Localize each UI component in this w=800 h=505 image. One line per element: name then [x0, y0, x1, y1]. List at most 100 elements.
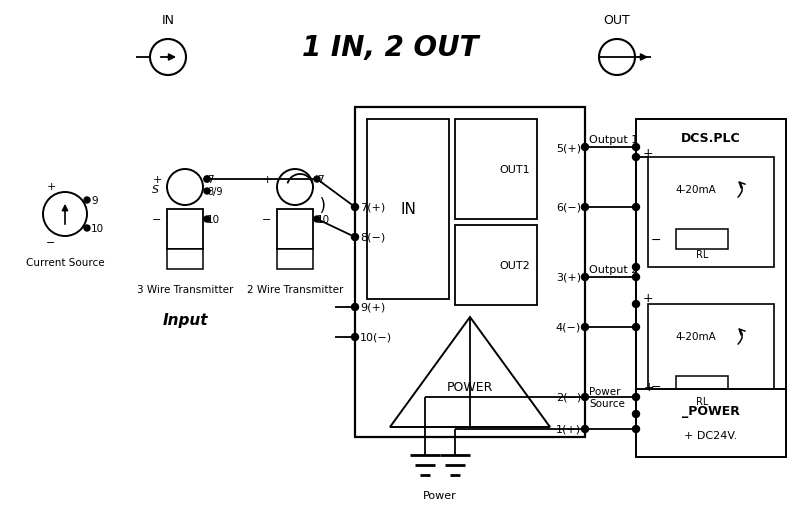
Text: IN: IN — [400, 202, 416, 217]
Circle shape — [633, 264, 639, 271]
Text: 3(+): 3(+) — [556, 273, 581, 282]
Circle shape — [351, 304, 358, 311]
Circle shape — [167, 170, 203, 206]
Text: +: + — [152, 175, 162, 185]
Text: 6(−): 6(−) — [556, 203, 581, 213]
Text: +: + — [262, 175, 272, 185]
Circle shape — [204, 177, 210, 183]
Text: Source: Source — [421, 504, 459, 505]
Text: 7(+): 7(+) — [360, 203, 386, 213]
Circle shape — [314, 217, 320, 223]
Bar — [676, 376, 728, 396]
Circle shape — [43, 192, 87, 236]
Circle shape — [582, 426, 589, 433]
Text: +: + — [454, 502, 466, 505]
Text: OUT1: OUT1 — [500, 165, 530, 175]
Circle shape — [633, 324, 639, 331]
Text: −: − — [650, 380, 662, 393]
Text: + DC24V.: + DC24V. — [684, 430, 738, 440]
Text: 8/9: 8/9 — [207, 187, 222, 196]
Text: +: + — [642, 146, 654, 159]
Text: +: + — [46, 182, 56, 191]
Bar — [648, 305, 774, 414]
Text: DCS.PLC: DCS.PLC — [681, 131, 741, 144]
Bar — [676, 230, 728, 249]
Circle shape — [633, 411, 639, 418]
Circle shape — [582, 394, 589, 400]
Text: 1(+): 1(+) — [556, 424, 581, 434]
Circle shape — [633, 274, 639, 281]
Text: 10: 10 — [91, 224, 104, 233]
Text: OUT: OUT — [604, 14, 630, 26]
Text: Input: Input — [162, 312, 208, 327]
Circle shape — [599, 40, 635, 76]
Text: 3 Wire Transmitter: 3 Wire Transmitter — [137, 284, 233, 294]
Text: 5(+): 5(+) — [556, 143, 581, 153]
Circle shape — [277, 170, 313, 206]
Text: 9: 9 — [91, 195, 98, 206]
Text: 9(+): 9(+) — [360, 302, 386, 313]
Text: −: − — [414, 502, 426, 505]
Circle shape — [633, 301, 639, 308]
Text: 10: 10 — [317, 215, 330, 225]
Bar — [167, 249, 203, 270]
Text: +: + — [644, 381, 654, 394]
Circle shape — [582, 274, 589, 281]
Text: Current Source: Current Source — [26, 258, 104, 268]
Text: +: + — [642, 291, 654, 304]
Text: 10(−): 10(−) — [360, 332, 392, 342]
Circle shape — [582, 144, 589, 151]
Circle shape — [351, 334, 358, 341]
Bar — [455, 120, 537, 220]
Circle shape — [582, 204, 589, 211]
Text: 1 IN, 2 OUT: 1 IN, 2 OUT — [302, 34, 478, 62]
Text: 8(−): 8(−) — [360, 232, 386, 242]
Circle shape — [633, 144, 639, 151]
Bar — [648, 158, 774, 268]
Text: 7: 7 — [317, 175, 324, 185]
Text: RL: RL — [696, 396, 708, 406]
Text: 2(−): 2(−) — [556, 392, 581, 402]
Text: RL: RL — [696, 249, 708, 260]
Circle shape — [633, 394, 639, 400]
Bar — [355, 108, 585, 437]
Text: S: S — [151, 185, 158, 194]
Circle shape — [314, 177, 320, 183]
Circle shape — [633, 154, 639, 161]
Text: −: − — [262, 215, 272, 225]
Text: 4-20mA: 4-20mA — [676, 185, 716, 194]
Text: −: − — [650, 233, 662, 246]
Text: 2 Wire Transmitter: 2 Wire Transmitter — [247, 284, 343, 294]
Bar — [277, 249, 313, 270]
Circle shape — [84, 197, 90, 204]
Text: (: ( — [317, 192, 323, 211]
Text: OUT2: OUT2 — [500, 261, 530, 271]
Text: −: − — [152, 215, 162, 225]
Bar — [455, 226, 537, 306]
Text: Power: Power — [423, 490, 457, 500]
Circle shape — [633, 204, 639, 211]
Text: Power
Source: Power Source — [589, 386, 625, 408]
Circle shape — [204, 177, 210, 183]
Circle shape — [84, 226, 90, 231]
Text: IN: IN — [162, 14, 174, 26]
Bar — [636, 389, 786, 457]
Text: 7: 7 — [207, 175, 214, 185]
Bar — [277, 210, 313, 249]
Bar — [636, 120, 786, 449]
Text: 10: 10 — [207, 215, 220, 225]
Circle shape — [204, 217, 210, 223]
Bar — [167, 210, 203, 249]
Circle shape — [351, 204, 358, 211]
Circle shape — [351, 234, 358, 241]
Circle shape — [633, 426, 639, 433]
Bar — [367, 120, 449, 299]
Text: Output 2: Output 2 — [589, 265, 638, 274]
Text: POWER: POWER — [447, 381, 493, 394]
Text: Output 1: Output 1 — [589, 135, 638, 145]
Text: _POWER: _POWER — [682, 405, 740, 418]
Text: 4-20mA: 4-20mA — [676, 331, 716, 341]
Circle shape — [582, 324, 589, 331]
Circle shape — [204, 189, 210, 194]
Circle shape — [150, 40, 186, 76]
